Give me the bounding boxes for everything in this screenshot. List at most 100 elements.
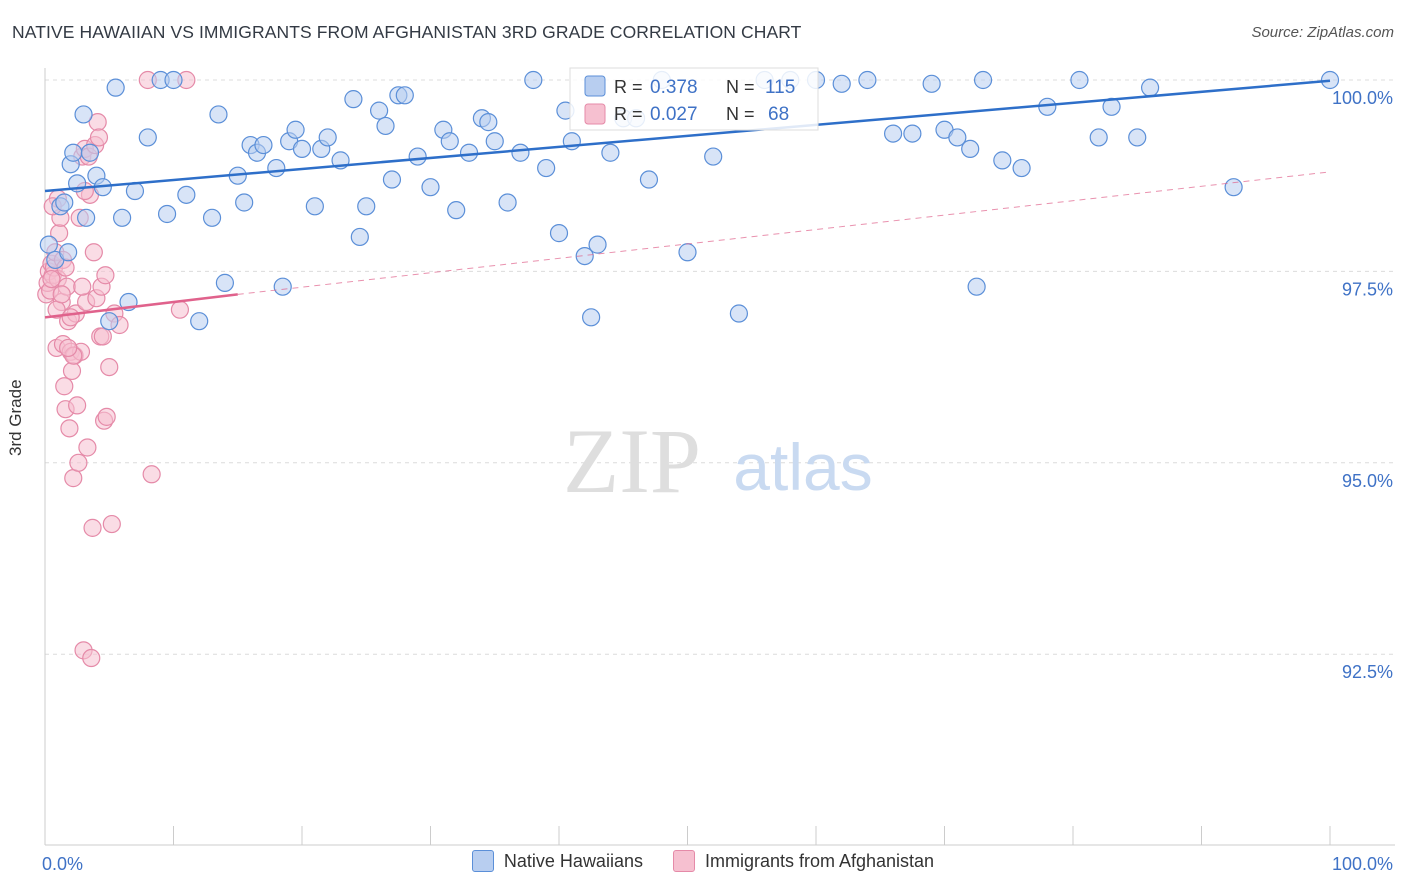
afghanistan-point-35 xyxy=(82,648,101,668)
native-hawaiian-point-41 xyxy=(344,90,363,109)
chart-legend: Native Hawaiians Immigrants from Afghani… xyxy=(0,850,1406,872)
native-hawaiian-point-6 xyxy=(64,143,83,162)
native-hawaiian-point-14 xyxy=(106,78,125,97)
watermark: ZIP atlas xyxy=(563,410,873,512)
native-hawaiian-point-82 xyxy=(903,124,922,143)
afghanistan-point-36 xyxy=(83,518,102,537)
grid-lines xyxy=(45,79,1395,655)
stats-n-value-2: 68 xyxy=(768,104,789,125)
native-hawaiian-point-60 xyxy=(524,70,543,90)
native-hawaiian-point-8 xyxy=(74,105,93,124)
afghanistan-point-64 xyxy=(52,285,71,304)
stats-swatch-pink xyxy=(584,103,606,125)
trend-line-afghanistan-extension xyxy=(237,171,1331,295)
native-hawaiian-point-10 xyxy=(80,143,100,162)
native-hawaiian-point-58 xyxy=(498,193,517,212)
native-hawaiian-point-25 xyxy=(209,105,228,124)
afghanistan-point-44 xyxy=(93,327,112,346)
stats-r-value-2: 0.027 xyxy=(650,104,698,125)
series-afghanistan-points xyxy=(37,70,196,668)
legend-item-native-hawaiians: Native Hawaiians xyxy=(471,850,643,872)
native-hawaiian-point-61 xyxy=(537,158,556,178)
native-hawaiian-point-23 xyxy=(190,312,209,331)
native-hawaiian-point-62 xyxy=(549,224,569,243)
native-hawaiian-point-39 xyxy=(318,128,337,147)
native-hawaiian-point-36 xyxy=(292,139,312,159)
stats-n-label-2: N = xyxy=(726,104,755,124)
x-tick-label-0: 0.0% xyxy=(42,854,83,874)
afghanistan-point-14 xyxy=(55,377,74,396)
native-hawaiian-point-35 xyxy=(286,120,305,139)
native-hawaiian-point-88 xyxy=(973,70,993,90)
native-hawaiian-point-33 xyxy=(273,277,292,296)
native-hawaiian-point-91 xyxy=(1038,97,1057,116)
native-hawaiian-point-50 xyxy=(421,178,440,197)
native-hawaiian-point-90 xyxy=(1012,158,1031,178)
watermark-zip: ZIP xyxy=(563,410,701,512)
native-hawaiian-point-18 xyxy=(138,128,157,147)
native-hawaiian-point-97 xyxy=(1224,178,1243,197)
native-hawaiian-point-75 xyxy=(729,304,749,323)
tick-labels: 100.0% 97.5% 95.0% 92.5% 0.0% 100.0% xyxy=(42,88,1393,874)
native-hawaiian-point-0 xyxy=(39,235,58,254)
afghanistan-point-41 xyxy=(89,128,109,147)
native-hawaiian-point-89 xyxy=(993,151,1012,170)
native-hawaiian-point-46 xyxy=(382,170,402,189)
legend-label-native-hawaiians: Native Hawaiians xyxy=(503,850,643,871)
stats-r-label-2: R = xyxy=(614,104,643,124)
stats-n-label-1: N = xyxy=(726,77,755,97)
stats-n-value-1: 115 xyxy=(765,77,795,98)
afghanistan-point-24 xyxy=(68,396,87,415)
legend-label-afghanistan: Immigrants from Afghanistan xyxy=(704,850,935,871)
y-tick-label-0: 100.0% xyxy=(1332,88,1393,108)
native-hawaiian-point-79 xyxy=(832,74,851,93)
native-hawaiian-point-95 xyxy=(1128,128,1147,147)
native-hawaiian-point-67 xyxy=(588,235,607,254)
legend-item-afghanistan: Immigrants from Afghanistan xyxy=(672,850,935,872)
trend-lines xyxy=(44,79,1331,319)
legend-swatch-blue xyxy=(471,850,494,872)
native-hawaiian-point-53 xyxy=(447,201,466,220)
afghanistan-point-32 xyxy=(78,438,97,457)
native-hawaiian-point-22 xyxy=(177,185,196,204)
native-hawaiian-point-66 xyxy=(582,308,601,327)
native-hawaiian-point-56 xyxy=(479,113,498,132)
native-hawaiian-point-44 xyxy=(370,101,389,120)
y-tick-label-2: 95.0% xyxy=(1342,471,1393,491)
native-hawaiian-point-73 xyxy=(678,243,697,262)
native-hawaiian-point-83 xyxy=(922,74,941,93)
native-hawaiian-point-65 xyxy=(575,246,594,266)
native-hawaiian-point-74 xyxy=(704,147,723,166)
native-hawaiian-point-57 xyxy=(485,132,504,151)
native-hawaiian-point-3 xyxy=(55,193,74,212)
native-hawaiian-point-28 xyxy=(235,193,254,212)
native-hawaiian-point-15 xyxy=(112,208,132,227)
native-hawaiian-point-13 xyxy=(100,312,119,331)
stats-r-value-1: 0.378 xyxy=(650,77,698,98)
afghanistan-point-47 xyxy=(97,407,116,426)
native-hawaiian-point-54 xyxy=(459,143,479,162)
native-hawaiian-point-24 xyxy=(202,208,222,227)
trend-line-afghanistan xyxy=(44,293,238,319)
native-hawaiian-point-48 xyxy=(395,86,414,105)
native-hawaiian-point-87 xyxy=(967,277,986,296)
afghanistan-point-37 xyxy=(84,243,103,262)
native-hawaiian-point-85 xyxy=(948,128,967,147)
stats-legend: R = 0.378 N = 115 R = 0.027 N = 68 xyxy=(569,67,819,131)
native-hawaiian-point-43 xyxy=(357,197,376,216)
native-hawaiian-point-20 xyxy=(157,204,177,224)
native-hawaiian-point-21 xyxy=(164,70,183,90)
afghanistan-point-20 xyxy=(62,361,82,381)
afghanistan-point-46 xyxy=(96,266,115,285)
afghanistan-point-49 xyxy=(102,514,121,534)
native-hawaiian-point-37 xyxy=(305,197,324,216)
native-hawaiian-point-86 xyxy=(961,139,980,159)
stats-swatch-blue xyxy=(584,75,606,97)
stats-r-label-1: R = xyxy=(614,77,643,97)
stats-box-background xyxy=(569,67,819,131)
native-hawaiian-point-52 xyxy=(440,132,459,151)
afghanistan-point-53 xyxy=(142,465,161,484)
series-native-hawaiian-points xyxy=(39,70,1340,331)
native-hawaiian-point-4 xyxy=(59,243,78,262)
